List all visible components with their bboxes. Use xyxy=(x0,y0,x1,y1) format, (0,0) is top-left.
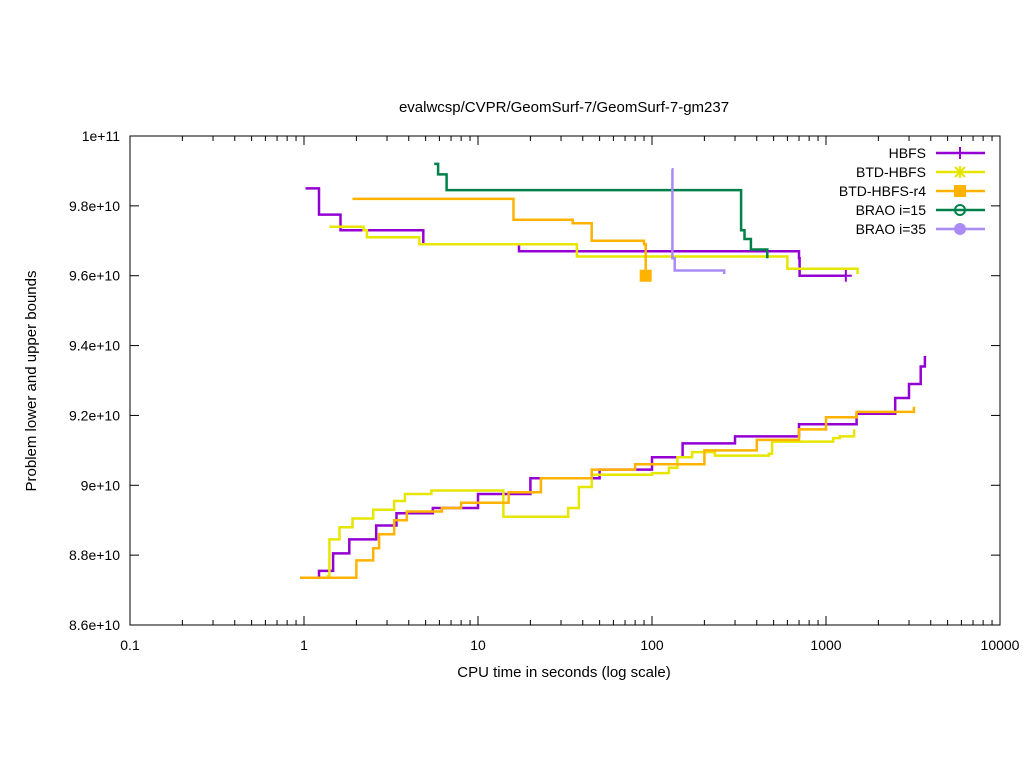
x-tick-label: 10 xyxy=(470,637,486,653)
series-hbfs-lower-line xyxy=(300,356,927,580)
series-btd-hbfs-r4-lower-line xyxy=(300,406,916,580)
legend-marker-btd-hbfs-r4-sq xyxy=(954,185,966,197)
legend-marker-brao-i-35-c xyxy=(954,223,966,235)
y-tick-label: 1e+11 xyxy=(82,128,120,144)
legend-label-brao-i-15: BRAO i=15 xyxy=(856,202,927,218)
series-btd-hbfs-r4-end-marker xyxy=(639,269,652,282)
series-btd-hbfs-r4-upper-line xyxy=(352,197,647,276)
y-axis-title: Problem lower and upper bounds xyxy=(23,271,40,492)
chart-title: evalwcsp/CVPR/GeomSurf-7/GeomSurf-7-gm23… xyxy=(399,99,729,116)
x-axis-title: CPU time in seconds (log scale) xyxy=(457,664,670,681)
y-tick-label: 8.8e+10 xyxy=(69,547,120,563)
legend-label-hbfs: HBFS xyxy=(889,145,926,161)
legend-marker-brao-i-15-c xyxy=(954,204,966,216)
legend-label-btd-hbfs-r4: BTD-HBFS-r4 xyxy=(839,183,926,199)
y-tick-label: 9.8e+10 xyxy=(69,198,120,214)
series-brao-i-15-upper-line xyxy=(434,162,769,259)
series-brao-i-35-upper-line xyxy=(671,167,726,274)
legend-marker-hbfs xyxy=(954,147,966,159)
series-hbfs-upper-line xyxy=(305,187,846,277)
y-tick-label: 9.4e+10 xyxy=(69,338,120,354)
legend-label-brao-i-35: BRAO i=35 xyxy=(856,221,927,237)
y-tick-label: 9.6e+10 xyxy=(69,268,120,284)
legend-marker-btd-hbfs xyxy=(954,166,966,178)
y-tick-label: 9.2e+10 xyxy=(69,407,120,423)
x-tick-label: 100 xyxy=(640,637,664,653)
y-tick-label: 9e+10 xyxy=(81,477,121,493)
series-btd-hbfs-r4-end-marker-sq xyxy=(639,269,652,282)
y-tick-label: 8.6e+10 xyxy=(69,617,120,633)
x-tick-label: 1000 xyxy=(810,637,841,653)
series-btd-hbfs-upper-line xyxy=(329,225,859,274)
series-btd-hbfs-lower-line xyxy=(326,429,856,578)
series-hbfs-end-marker xyxy=(839,269,852,282)
x-tick-label: 0.1 xyxy=(120,637,140,653)
x-tick-label: 1 xyxy=(300,637,308,653)
plot-frame xyxy=(129,135,1001,626)
legend-marker-btd-hbfs-r4 xyxy=(954,185,966,197)
legend-marker-brao-i-15 xyxy=(954,204,966,216)
legend-marker-btd-hbfs-d2 xyxy=(954,166,966,178)
legend-label-btd-hbfs: BTD-HBFS xyxy=(856,164,926,180)
x-tick-label: 10000 xyxy=(981,637,1020,653)
legend-marker-brao-i-35 xyxy=(954,223,966,235)
